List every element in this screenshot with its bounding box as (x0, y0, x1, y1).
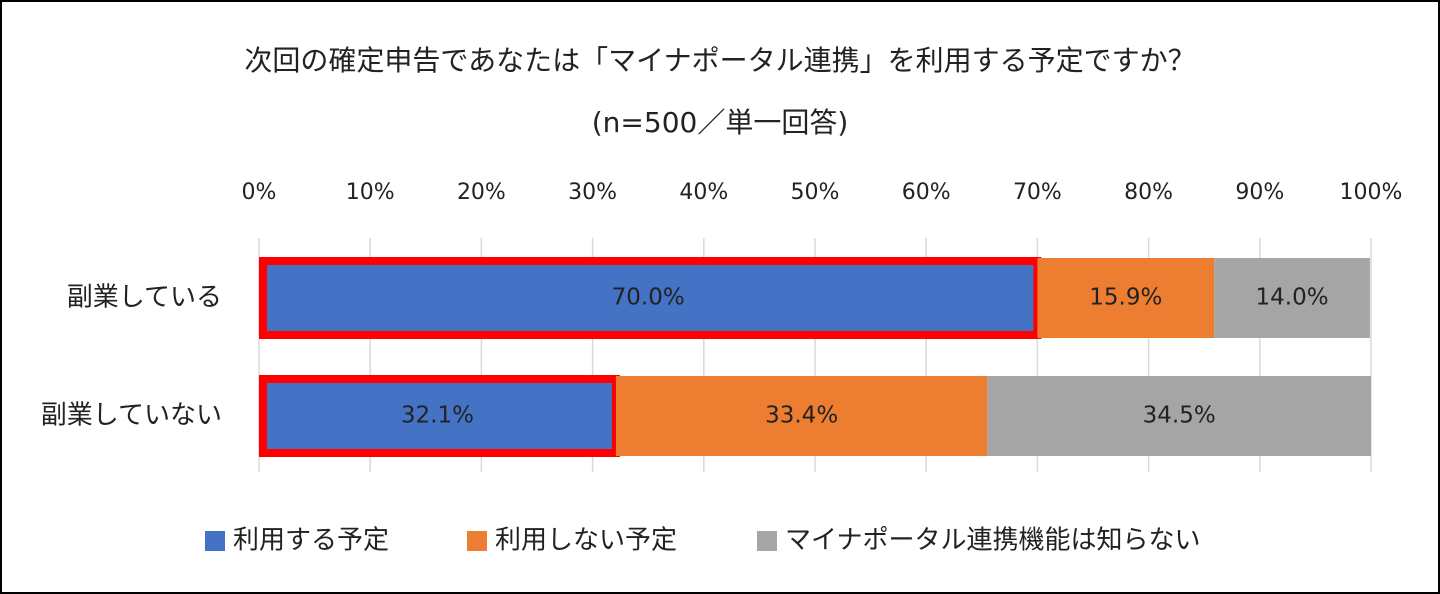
y-tick-label: 副業している (67, 283, 222, 313)
x-tick-label: 30% (568, 180, 617, 205)
legend-swatch (205, 531, 225, 551)
x-tick-label: 40% (679, 180, 728, 205)
bar-segment (259, 376, 616, 456)
bar-segment (987, 376, 1371, 456)
x-tick-label: 10% (346, 180, 395, 205)
x-tick-label: 80% (1124, 180, 1173, 205)
x-tick-label: 100% (1340, 180, 1403, 205)
legend-label: 利用しない予定 (495, 526, 677, 556)
data-label: 14.0% (1256, 285, 1329, 311)
legend-label: 利用する予定 (233, 526, 389, 556)
y-tick-label: 副業していない (41, 401, 222, 431)
bar-segment (1037, 258, 1215, 338)
legend-swatch (757, 531, 777, 551)
x-tick-label: 20% (457, 180, 506, 205)
bar-segment (615, 376, 988, 456)
x-tick-label: 50% (791, 180, 840, 205)
chart-subtitle: (n=500／単一回答) (592, 106, 849, 139)
x-tick-label: 0% (242, 180, 277, 205)
x-tick-label: 70% (1013, 180, 1062, 205)
bar-segment (259, 258, 1038, 338)
legend-swatch (467, 531, 487, 551)
data-label: 33.4% (765, 403, 838, 429)
legend-label: マイナポータル連携機能は知らない (785, 526, 1200, 556)
data-label: 32.1% (401, 403, 474, 429)
x-tick-label: 60% (902, 180, 951, 205)
data-label: 34.5% (1143, 403, 1216, 429)
bar-segment (1214, 258, 1370, 338)
data-label: 70.0% (612, 285, 685, 311)
chart-title: 次回の確定申告であなたは「マイナポータル連携」を利用する予定ですか？ (244, 44, 1195, 77)
x-tick-label: 90% (1235, 180, 1284, 205)
data-label: 15.9% (1089, 285, 1162, 311)
